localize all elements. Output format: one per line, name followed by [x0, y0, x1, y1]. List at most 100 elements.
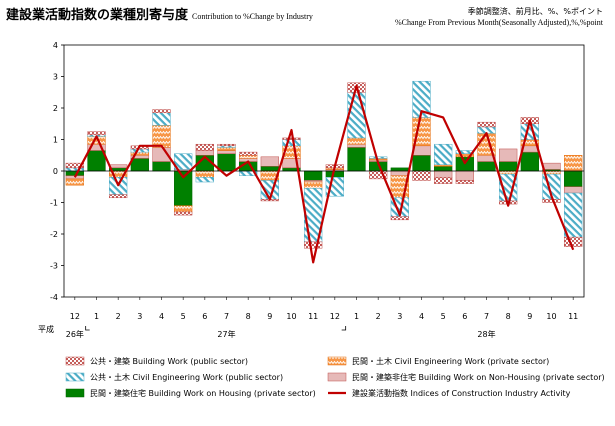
bar-private_civil-0	[65, 178, 84, 186]
bar-private_housing-7	[217, 153, 236, 172]
x-tick-label: 4	[419, 312, 424, 321]
bars-layer	[64, 80, 584, 249]
bar-public_civil-21	[520, 123, 539, 140]
bar-private_housing-4	[152, 161, 171, 172]
x-tick-label: 1	[354, 312, 359, 321]
index-line-layer	[73, 84, 575, 264]
bar-private_civil-5	[174, 205, 193, 213]
bar-private_nonhousing-6	[195, 150, 214, 156]
x-tick-label: 9	[527, 312, 532, 321]
bar-public_building-15	[390, 216, 409, 221]
bar-private_housing-17	[434, 166, 453, 172]
year-label: 27年	[217, 329, 235, 339]
bar-private_housing-11	[304, 170, 323, 181]
x-tick-label: 5	[441, 312, 446, 321]
bar-public_building-1	[87, 131, 106, 136]
bar-private_nonhousing-23	[564, 186, 583, 194]
bar-private_nonhousing-2	[109, 164, 128, 169]
unit-label-en: %Change From Previous Month(Seasonally A…	[395, 18, 603, 27]
y-tick-label: 2	[53, 104, 58, 113]
legend-swatch-private_housing	[65, 388, 85, 398]
bar-public_building-17	[434, 177, 453, 184]
legend: 公共・建築 Building Work (public sector) 民間・土木…	[65, 356, 605, 398]
index-line	[73, 84, 575, 264]
bar-private_nonhousing-16	[412, 145, 431, 156]
chart-title: 建設業活動指数の業種別寄与度 Contribution to %Change by…	[6, 4, 313, 23]
bar-private_housing-21	[520, 151, 539, 172]
bar-public_building-7	[217, 143, 236, 147]
legend-label-public_civil: 公共・土木 Civil Engineering Work (public sec…	[90, 372, 283, 382]
bar-public_building-11	[304, 241, 323, 249]
bar-public_civil-16	[412, 80, 431, 118]
year-separator	[341, 326, 347, 331]
y-tick-label: 3	[53, 73, 58, 82]
bar-public_building-16	[412, 170, 431, 181]
x-tick-label: 5	[181, 312, 186, 321]
legend-label-private_nonhousing: 民間・建築非住宅 Building Work on Non-Housing (p…	[352, 372, 605, 382]
x-tick-label: 4	[159, 312, 164, 321]
bar-private_nonhousing-22	[542, 162, 561, 170]
x-tick-label: 1	[94, 312, 99, 321]
bar-public_building-0	[65, 162, 84, 169]
bar-public_civil-10	[282, 139, 301, 147]
era-label: 平成	[38, 324, 54, 334]
legend-swatch-private_civil	[327, 356, 347, 366]
x-tick-label: 3	[137, 312, 142, 321]
legend-swatch-public_building	[65, 356, 85, 366]
bar-public_building-18	[455, 180, 474, 184]
bar-public_civil-4	[152, 112, 171, 126]
x-tick-label: 8	[506, 312, 511, 321]
unit-label-jp: 季節調整済、前月比、%、%ポイント	[467, 7, 603, 16]
bar-public_civil-5	[174, 153, 193, 170]
year-label: 28年	[477, 329, 495, 339]
x-tick-label: 2	[116, 312, 121, 321]
bar-private_nonhousing-20	[499, 148, 518, 162]
bar-private_housing-12	[325, 170, 344, 178]
year-label: 26年	[66, 329, 84, 339]
y-tick-label: 0	[53, 167, 58, 176]
x-tick-label: 7	[224, 312, 229, 321]
bar-public_building-2	[109, 194, 128, 199]
bar-public_building-23	[564, 236, 583, 247]
legend-label-public_building: 公共・建築 Building Work (public sector)	[90, 356, 248, 366]
bar-private_nonhousing-13	[347, 143, 366, 148]
bar-public_civil-6	[195, 177, 214, 183]
y-tick-label: 1	[53, 136, 58, 145]
bar-private_housing-20	[499, 161, 518, 172]
bar-public_building-6	[195, 143, 214, 151]
x-tick-label: 7	[484, 312, 489, 321]
chart-title-en: Contribution to %Change by Industry	[192, 12, 313, 21]
bar-private_civil-23	[564, 155, 583, 172]
bar-private_housing-13	[347, 147, 366, 172]
bar-private_housing-23	[564, 170, 583, 187]
bar-private_nonhousing-18	[455, 170, 474, 181]
bar-private_civil-6	[195, 170, 214, 178]
bar-public_building-10	[282, 137, 301, 140]
year-separator	[85, 326, 90, 331]
bar-private_housing-15	[390, 167, 409, 172]
y-tick-label: 4	[53, 41, 58, 50]
bar-private_civil-7	[217, 147, 236, 151]
chart-title-jp: 建設業活動指数の業種別寄与度	[6, 8, 189, 23]
x-tick-label: 6	[462, 312, 467, 321]
x-tick-label: 11	[308, 312, 318, 321]
x-tick-label: 12	[70, 312, 80, 321]
bar-public_building-5	[174, 211, 193, 216]
bar-private_housing-19	[477, 161, 496, 172]
bar-private_housing-16	[412, 155, 431, 172]
y-tick-label: -1	[50, 199, 58, 208]
x-tick-label: 12	[330, 312, 340, 321]
legend-swatch-public_civil	[65, 372, 85, 382]
bar-private_nonhousing-15	[390, 170, 409, 176]
legend-label-private_civil: 民間・土木 Civil Engineering Work (private se…	[352, 356, 549, 366]
legend-swatch-private_nonhousing	[327, 372, 347, 382]
x-tick-label: 11	[568, 312, 578, 321]
y-tick-label: -3	[50, 262, 58, 271]
bar-public_civil-14	[369, 156, 388, 159]
x-tick-label: 6	[202, 312, 207, 321]
x-tick-label: 10	[286, 312, 296, 321]
bar-public_building-4	[152, 109, 171, 113]
